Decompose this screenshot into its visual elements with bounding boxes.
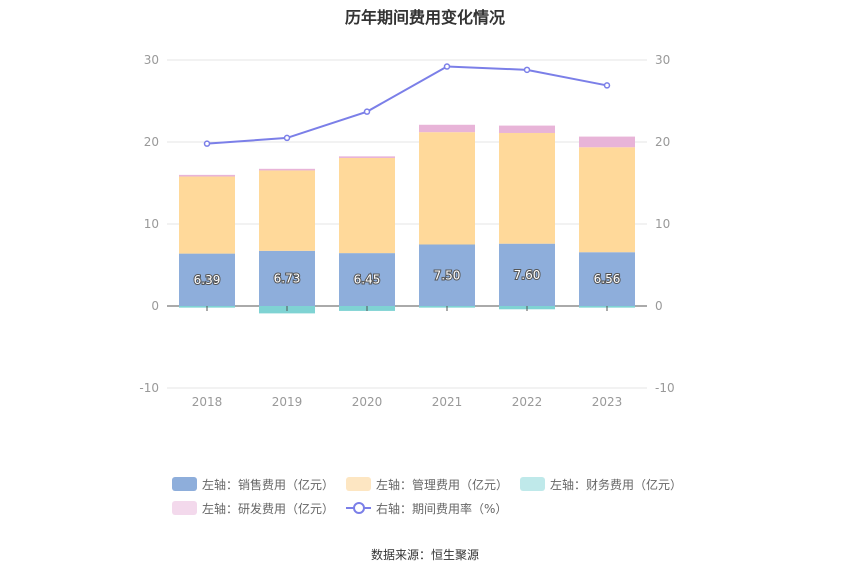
left-tick-label: -10: [139, 381, 159, 395]
legend-label-sales: 左轴：销售费用（亿元）: [202, 477, 335, 492]
right-tick-label: 10: [655, 217, 670, 231]
sales-value-label: 6.45: [354, 273, 381, 287]
admin-bar: [179, 176, 235, 254]
legend-item-sales[interactable]: 左轴：销售费用（亿元）: [172, 476, 334, 493]
data-source: 数据来源：恒生聚源: [370, 548, 479, 562]
rate-point: [523, 66, 531, 74]
legend-swatch-admin: [346, 477, 372, 491]
admin-bar: [579, 147, 635, 253]
right-tick-label: -10: [655, 381, 675, 395]
rnd-bar: [339, 156, 395, 158]
right-tick-label: 30: [655, 53, 670, 67]
chart-title: 历年期间费用变化情况: [344, 8, 505, 27]
rnd-bar: [259, 168, 315, 171]
legend: 左轴：销售费用（亿元） 左轴：管理费用（亿元） 左轴：财务费用（亿元） 左轴：研…: [172, 472, 732, 520]
legend-swatch-rate: [346, 501, 372, 515]
rate-line: [203, 63, 611, 147]
legend-label-admin: 左轴：管理费用（亿元）: [376, 477, 509, 492]
sales-bar: [259, 250, 315, 306]
rnd-bar: [419, 124, 475, 133]
left-tick-label: 20: [144, 135, 159, 149]
rate-line-path: [206, 65, 608, 145]
sales-value-label: 6.73: [274, 271, 301, 285]
legend-item-rnd[interactable]: 左轴：研发费用（亿元）: [172, 500, 334, 517]
left-tick-label: 30: [144, 53, 159, 67]
rate-point: [603, 82, 611, 89]
x-tick-label: 2022: [512, 395, 543, 409]
legend-label-rnd: 左轴：研发费用（亿元）: [202, 501, 335, 516]
admin-bar: [259, 170, 315, 251]
sales-bar: [179, 253, 235, 306]
legend-item-admin[interactable]: 左轴：管理费用（亿元）: [346, 476, 508, 493]
x-tick-label: 2019: [272, 395, 303, 409]
left-tick-label: 10: [144, 217, 159, 231]
admin-bar: [419, 132, 475, 245]
bars: [179, 124, 635, 314]
data-labels: 6.39 6.73 6.45 7.50 7.60 6.56: [193, 267, 622, 288]
sales-value-label: 7.50: [434, 268, 461, 282]
admin-bar: [339, 157, 395, 254]
sales-bar: [579, 252, 635, 306]
sales-bar: [499, 243, 555, 306]
rnd-bar: [179, 174, 235, 177]
rate-point: [283, 134, 291, 142]
sales-bar: [339, 253, 395, 306]
rnd-bar: [579, 136, 635, 148]
legend-swatch-finance: [520, 477, 546, 491]
rate-point: [363, 108, 371, 115]
x-tick-label: 2023: [592, 395, 623, 409]
sales-value-label: 6.56: [594, 272, 621, 286]
legend-item-finance[interactable]: 左轴：财务费用（亿元）: [520, 476, 682, 493]
sales-value-label: 6.39: [194, 273, 221, 287]
left-tick-label: 0: [151, 299, 159, 313]
rate-point: [203, 140, 211, 147]
admin-bar: [499, 132, 555, 244]
legend-swatch-sales: [172, 477, 197, 491]
legend-swatch-rnd: [172, 501, 197, 515]
x-tick-label: 2021: [432, 395, 463, 409]
rnd-bar: [499, 125, 555, 133]
x-tick-label: 2020: [352, 395, 383, 409]
legend-label-rate: 右轴：期间费用率（%）: [376, 501, 508, 516]
legend-item-rate[interactable]: 右轴：期间费用率（%）: [346, 500, 507, 517]
rate-point: [443, 63, 451, 70]
x-tick-label: 2018: [192, 395, 223, 409]
legend-label-finance: 左轴：财务费用（亿元）: [550, 477, 683, 492]
grid-lines: [167, 59, 647, 389]
right-tick-label: 20: [655, 135, 670, 149]
right-tick-label: 0: [655, 299, 663, 313]
sales-value-label: 7.60: [514, 268, 541, 282]
sales-bar: [419, 244, 475, 306]
